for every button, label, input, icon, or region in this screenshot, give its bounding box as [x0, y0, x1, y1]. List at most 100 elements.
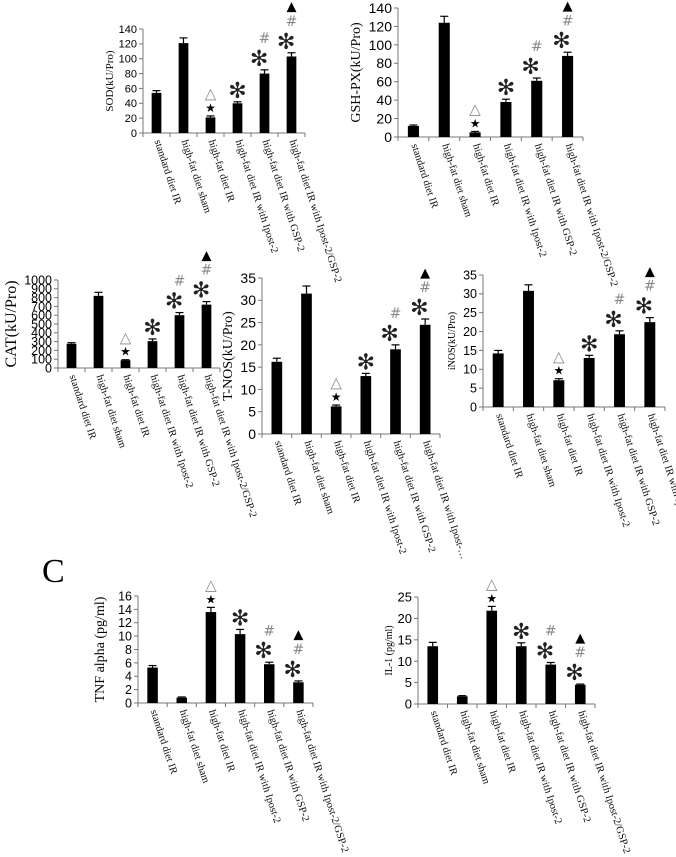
y-tick-label: 0 [131, 128, 137, 140]
star-marker: ★ [205, 101, 216, 115]
asterisk-marker: ✻ [635, 295, 653, 320]
hash-marker: # [286, 14, 298, 30]
y-tick-label: 100 [369, 37, 393, 53]
asterisk-marker: ✻ [512, 620, 530, 645]
y-tick-label: 35 [240, 270, 256, 286]
hash-marker: # [201, 263, 213, 279]
hash-marker: # [293, 642, 305, 658]
x-category-label: high-fat diet sham [439, 143, 473, 219]
asterisk-marker: ✻ [228, 79, 246, 104]
y-tick-label: 60 [376, 74, 392, 90]
y-tick-label: 100 [31, 353, 52, 367]
bar [390, 349, 401, 434]
bar [271, 361, 283, 434]
y-tick-label: 10 [240, 381, 256, 397]
y-tick-label: 20 [376, 110, 392, 126]
y-tick-label: 0 [384, 129, 392, 145]
hash-marker: # [545, 624, 557, 640]
bar [583, 357, 595, 407]
y-tick-label: 500 [31, 317, 52, 331]
y-tick-label: 30 [240, 292, 256, 308]
y-tick-label: 40 [125, 98, 137, 110]
y-tick-label: 5 [248, 404, 256, 420]
y-tick-label: 0 [45, 361, 52, 375]
x-category-label: standard diet IR [272, 440, 303, 507]
asterisk-marker: ✻ [143, 316, 161, 341]
bar [174, 315, 185, 368]
asterisk-marker: ✻ [565, 661, 583, 686]
hash-marker: # [574, 645, 586, 661]
bar [562, 55, 574, 137]
hash-marker: # [263, 623, 275, 639]
hash-marker: # [531, 39, 543, 55]
y-tick-label: 1000 [24, 273, 52, 287]
y-tick-label: 300 [31, 335, 52, 349]
panel-label-c: C [42, 553, 65, 590]
bar [201, 304, 212, 368]
y-tick-label: 80 [376, 55, 392, 71]
bar [205, 117, 216, 133]
x-category-label: high-fat diet sham [457, 710, 491, 786]
bar [500, 101, 512, 137]
bar [293, 682, 304, 703]
y-tick-label: 25 [240, 314, 256, 330]
bar [120, 360, 131, 368]
y-tick-label: 20 [125, 113, 137, 125]
y-tick-label: 5 [470, 382, 477, 396]
filled-triangle-marker: ▲ [287, 0, 297, 15]
x-category-label: standard diet IR [493, 413, 524, 480]
y-tick-label: 0 [470, 400, 477, 414]
filled-triangle-marker: ▲ [563, 0, 573, 14]
bar [553, 380, 565, 407]
bar [234, 634, 246, 703]
bar [301, 293, 312, 434]
filled-triangle-marker: ▲ [202, 248, 212, 263]
bar [259, 73, 270, 133]
bar [151, 92, 162, 133]
y-tick-label: 15 [398, 632, 412, 647]
y-tick-label: 800 [31, 291, 52, 305]
y-tick-label: 120 [119, 39, 137, 51]
y-tick-label: 100 [119, 54, 137, 66]
bar [545, 664, 557, 704]
open-triangle-marker: △ [553, 347, 565, 365]
y-tick-label: 4 [125, 670, 132, 684]
bar [614, 334, 625, 407]
filled-triangle-marker: ▲ [420, 266, 430, 281]
x-category-label: high-fat diet IR [331, 440, 361, 505]
x-category-label: standard diet IR [409, 143, 440, 210]
star-marker: ★ [331, 390, 342, 404]
x-category-label: standard diet IR [428, 710, 459, 777]
y-tick-label: 12 [118, 616, 132, 630]
bar [438, 22, 450, 137]
bar [644, 322, 656, 407]
asterisk-marker: ✻ [254, 639, 272, 664]
y-tick-label: 40 [376, 92, 392, 108]
y-tick-label: 15 [463, 344, 477, 358]
y-tick-label: 5 [405, 675, 412, 690]
bar [574, 684, 586, 704]
bar [330, 406, 342, 434]
y-tick-label: 20 [463, 325, 477, 339]
y-tick-label: 140 [369, 0, 393, 16]
bar [264, 664, 275, 703]
y-tick-label: 0 [125, 696, 132, 710]
y-tick-label: 25 [398, 590, 412, 605]
bar [515, 646, 527, 704]
y-tick-label: 14 [118, 603, 132, 617]
bar [66, 343, 77, 368]
filled-triangle-marker: ▲ [575, 631, 585, 646]
bar [486, 610, 498, 704]
x-category-label: high-fat diet IR [206, 139, 236, 204]
y-tick-label: 400 [31, 326, 52, 340]
star-marker: ★ [120, 345, 131, 359]
open-triangle-marker: △ [205, 85, 217, 103]
star-marker: ★ [470, 116, 481, 130]
bar [492, 353, 504, 407]
asterisk-marker: ✻ [380, 322, 398, 347]
bar [419, 324, 431, 434]
asterisk-marker: ✻ [580, 332, 598, 357]
asterisk-marker: ✻ [536, 639, 554, 664]
y-tick-label: 700 [31, 300, 52, 314]
y-tick-label: 6 [125, 656, 132, 670]
